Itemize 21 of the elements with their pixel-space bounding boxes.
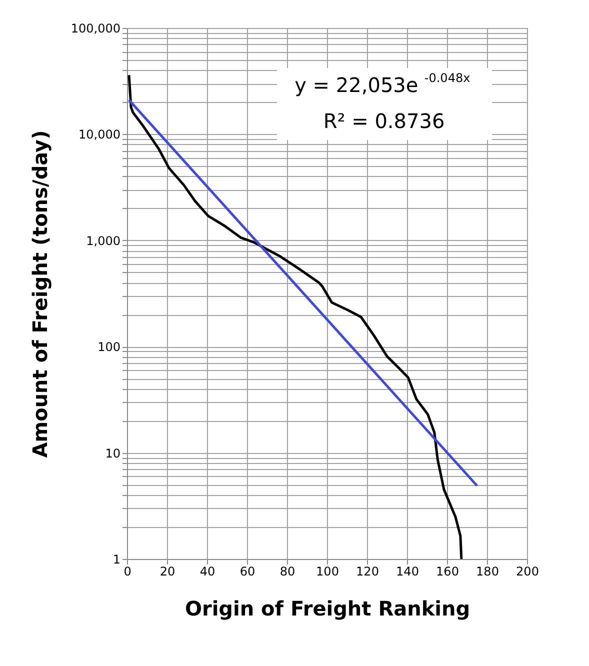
x-tick-label: 40 — [200, 564, 216, 578]
x-tick-label: 200 — [516, 564, 539, 578]
y-axis-title: Amount of Freight (tons/day) — [28, 130, 52, 458]
x-tick-label: 160 — [436, 564, 459, 578]
y-tick-label: 1 — [112, 552, 120, 566]
x-tick-label: 120 — [356, 564, 379, 578]
x-axis-title: Origin of Freight Ranking — [184, 596, 470, 620]
y-tick-label: 100 — [98, 340, 120, 354]
annotation: y = 22,053e-0.048x — [294, 71, 470, 97]
x-tick-label: 0 — [124, 564, 132, 578]
y-tick-label: 1,000 — [86, 234, 120, 248]
x-tick-label: 60 — [240, 564, 256, 578]
x-tick-label: 100 — [316, 564, 339, 578]
annotation: R² = 0.8736 — [323, 109, 445, 133]
x-tick-label: 80 — [280, 564, 296, 578]
x-tick-label: 140 — [396, 564, 419, 578]
y-tick-label: 10,000 — [78, 128, 120, 142]
y-tick-label: 100,000 — [70, 22, 120, 36]
y-tick-label: 10 — [105, 446, 120, 460]
x-tick-label: 180 — [476, 564, 499, 578]
x-tick-label: 20 — [160, 564, 176, 578]
